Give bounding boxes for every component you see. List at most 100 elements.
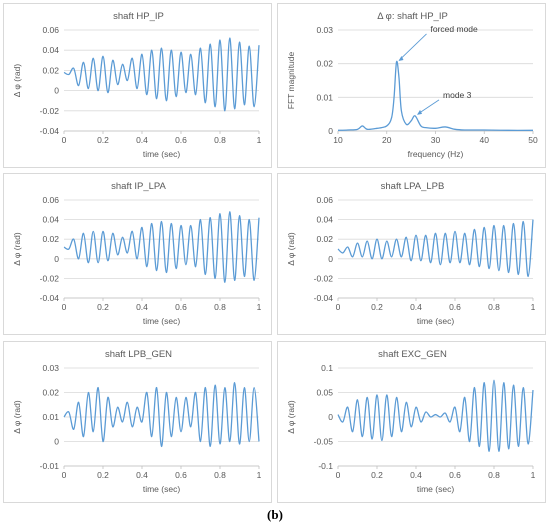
x-axis-label: time (sec): [417, 316, 454, 326]
y-tick-label: 0.02: [42, 65, 59, 75]
series-line: [63, 211, 260, 283]
y-tick-label: 0.06: [316, 195, 333, 205]
y-tick-label: -0.02: [40, 106, 60, 116]
x-tick-label: 0.8: [488, 302, 500, 312]
x-tick-label: 0.4: [410, 470, 422, 480]
x-tick-label: 10: [333, 135, 343, 145]
chart-panel-exc-gen: shaft EXC_GEN -0.1 -0.05 0 0.05 0.1 0 0.2 0.4 0.6…: [277, 341, 546, 503]
x-tick-label: 0.6: [175, 470, 187, 480]
x-tick-label: 30: [431, 135, 441, 145]
y-axis-label: FFT magnitude: [286, 51, 296, 109]
x-tick-label: 0.8: [488, 470, 500, 480]
y-tick-label: 0: [328, 126, 333, 136]
chart-title: Δ φ: shaft HP_IP: [377, 11, 448, 22]
chart-title: shaft EXC_GEN: [378, 349, 447, 360]
series-line: [337, 219, 534, 278]
y-tick-label: 0.02: [316, 234, 333, 244]
x-axis-label: time (sec): [143, 484, 180, 494]
x-tick-label: 0.6: [449, 302, 461, 312]
x-tick-label: 0.6: [449, 470, 461, 480]
y-tick-label: -0.02: [314, 273, 334, 283]
x-tick-label: 0.2: [97, 302, 109, 312]
chart-panel-lpb-gen: shaft LPB_GEN -0.01 0 0.01 0.02 0.03 0 0.2 0.4 0.…: [3, 341, 272, 503]
x-tick-label: 0: [62, 135, 67, 145]
x-tick-label: 1: [257, 135, 262, 145]
x-tick-label: 0.6: [175, 302, 187, 312]
x-tick-label: 0: [336, 470, 341, 480]
y-axis-label: Δ φ (rad): [286, 400, 296, 434]
x-tick-label: 0.8: [214, 302, 226, 312]
y-tick-label: 0.06: [42, 195, 59, 205]
x-tick-label: 1: [257, 302, 262, 312]
chart-title: shaft LPB_GEN: [105, 349, 172, 360]
y-axis-label: Δ φ (rad): [12, 400, 22, 434]
x-tick-label: 1: [531, 470, 536, 480]
series-line: [63, 37, 260, 112]
y-tick-label: 0.05: [316, 388, 333, 398]
y-tick-label: -0.04: [40, 126, 60, 136]
y-tick-label: 0.1: [321, 363, 333, 373]
chart-hp-ip: shaft HP_IP -0.04 -0.02 0 0.02 0.04 0.06 0 0.2 0.…: [12, 11, 262, 159]
x-tick-label: 0.2: [97, 470, 109, 480]
x-tick-label: 0.4: [136, 135, 148, 145]
x-tick-label: 0.2: [97, 135, 109, 145]
x-tick-label: 0.6: [175, 135, 187, 145]
x-tick-label: 0: [336, 302, 341, 312]
x-tick-label: 50: [528, 135, 538, 145]
x-tick-label: 0.4: [136, 302, 148, 312]
x-axis-label: time (sec): [143, 149, 180, 159]
y-tick-label: 0.06: [42, 25, 59, 35]
chart-panel-ip-lpa: shaft IP_LPA -0.04 -0.02 0 0.02 0.04 0.06 0 0.2 0…: [3, 173, 272, 335]
y-tick-label: 0.04: [42, 215, 59, 225]
y-tick-label: 0: [54, 254, 59, 264]
y-tick-label: 0: [54, 86, 59, 96]
y-tick-label: -0.04: [314, 293, 334, 303]
chart-exc-gen: shaft EXC_GEN -0.1 -0.05 0 0.05 0.1 0 0.2 0.4 0.6…: [286, 349, 536, 494]
annotation-arrow: [399, 33, 427, 61]
annotation-arrow: [417, 99, 440, 115]
y-tick-label: -0.02: [40, 273, 60, 283]
annotation-arrowhead: [398, 55, 404, 61]
x-tick-label: 1: [531, 302, 536, 312]
y-tick-label: 0.01: [316, 92, 333, 102]
x-tick-label: 0.4: [410, 302, 422, 312]
y-tick-label: 0.02: [42, 234, 59, 244]
chart-panel-hp-ip: shaft HP_IP -0.04 -0.02 0 0.02 0.04 0.06 0 0.2 0.…: [3, 3, 272, 168]
y-tick-label: -0.05: [314, 437, 334, 447]
y-tick-label: 0.03: [316, 25, 333, 35]
y-tick-label: 0.04: [316, 215, 333, 225]
series-line: [337, 60, 534, 132]
chart-title: shaft IP_LPA: [111, 181, 166, 192]
x-tick-label: 0.8: [214, 470, 226, 480]
x-tick-label: 0.4: [136, 470, 148, 480]
chart-title: shaft LPA_LPB: [381, 181, 445, 192]
chart-lpa-lpb: shaft LPA_LPB -0.04 -0.02 0 0.02 0.04 0.06 0 0.2…: [286, 181, 536, 326]
x-tick-label: 40: [480, 135, 490, 145]
x-tick-label: 0.8: [214, 135, 226, 145]
x-tick-label: 20: [382, 135, 392, 145]
chart-ip-lpa: shaft IP_LPA -0.04 -0.02 0 0.02 0.04 0.06 0 0.2 0…: [12, 181, 262, 326]
y-tick-label: -0.1: [318, 461, 333, 471]
x-axis-label: time (sec): [417, 484, 454, 494]
y-tick-label: -0.04: [40, 293, 60, 303]
annotation-label: forced mode: [431, 24, 479, 34]
y-tick-label: 0.03: [42, 363, 59, 373]
x-tick-label: 0: [62, 302, 67, 312]
x-tick-label: 0.2: [371, 470, 383, 480]
y-tick-label: 0.01: [42, 412, 59, 422]
chart-panel-fft: Δ φ: shaft HP_IP 0 0.01 0.02 0.03 10 20 30 40 50 f…: [277, 3, 546, 168]
y-axis-label: Δ φ (rad): [12, 64, 22, 98]
y-tick-label: 0: [328, 254, 333, 264]
y-tick-label: 0: [328, 412, 333, 422]
y-tick-label: 0.02: [316, 59, 333, 69]
y-tick-label: 0.04: [42, 45, 59, 55]
x-tick-label: 0.2: [371, 302, 383, 312]
x-tick-label: 1: [257, 470, 262, 480]
y-tick-label: 0: [54, 437, 59, 447]
figure-caption: (b): [267, 507, 283, 522]
y-tick-label: -0.01: [40, 461, 60, 471]
annotation-arrowhead: [417, 109, 423, 115]
chart-fft: Δ φ: shaft HP_IP 0 0.01 0.02 0.03 10 20 30 40 50 f…: [286, 11, 538, 159]
chart-panel-lpa-lpb: shaft LPA_LPB -0.04 -0.02 0 0.02 0.04 0.06 0 0.2…: [277, 173, 546, 335]
